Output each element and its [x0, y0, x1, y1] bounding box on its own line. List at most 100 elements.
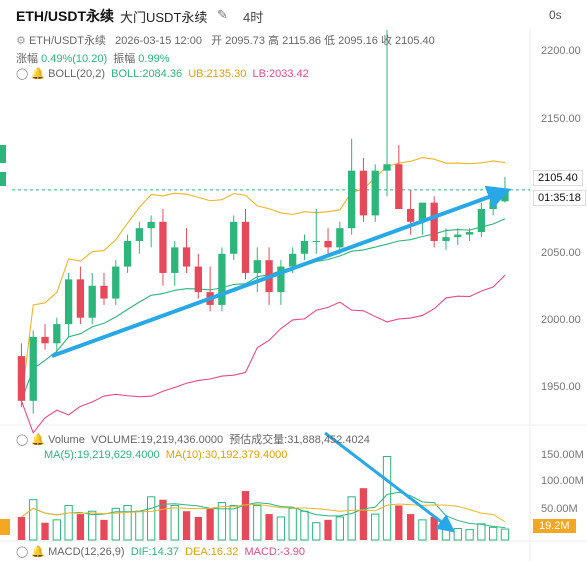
boll-value: BOLL:2084.36 — [111, 68, 183, 80]
candle-body — [395, 164, 403, 210]
candle-body — [324, 240, 332, 248]
volume-bar — [288, 507, 297, 541]
bell-icon[interactable]: 🔔 — [31, 434, 46, 446]
volume-bar — [335, 516, 345, 541]
volume-decline-arrow — [324, 431, 456, 533]
lb-value: LB:2033.42 — [252, 68, 309, 80]
candle-body — [300, 240, 309, 254]
volume-bar — [229, 504, 238, 541]
candle-body — [347, 170, 356, 229]
volume-bar — [395, 505, 403, 540]
price-tick: 2200.00 — [541, 45, 581, 57]
volume-bar — [182, 511, 191, 540]
dea-value: DEA:16.32 — [185, 546, 239, 558]
candle-body — [53, 324, 61, 344]
volume-bar — [123, 504, 132, 541]
eye-icon[interactable]: ◯ — [16, 546, 29, 558]
estimated-volume: 预估成交量:31,888,452.4024 — [229, 434, 370, 446]
boll-mid-line — [20, 218, 506, 402]
volume-bar — [406, 514, 415, 540]
candle-body — [430, 202, 438, 241]
candle-body — [418, 202, 427, 222]
interval-selector[interactable]: 4时 — [243, 10, 264, 25]
volume-bar — [371, 513, 380, 541]
current-volume-tag: 19.2M — [533, 519, 576, 533]
price-tick: 2000.00 — [541, 314, 581, 326]
volume-bar — [477, 523, 486, 541]
ohlc-values: 开 2095.73 高 2115.86 低 2095.16 收 2105.40 — [211, 35, 435, 47]
volume-bar — [418, 519, 427, 541]
volume-bar — [253, 504, 262, 541]
candle-body — [29, 336, 37, 401]
candle-body — [336, 228, 344, 248]
change-label: 涨幅 — [16, 53, 38, 65]
detail-symbol: ETH/USDT永续 — [28, 35, 106, 47]
edit-icon[interactable]: ✎ — [217, 7, 228, 22]
volume-bar — [347, 496, 356, 541]
candle-body — [253, 260, 261, 273]
candle-body — [194, 266, 202, 293]
volume-ma-line: MA(5):19,219,629.4000 MA(10):30,192,379.… — [44, 449, 287, 461]
candle-body — [406, 209, 415, 222]
exchange-label: 大门USDT永续 — [120, 10, 208, 25]
eye-icon[interactable]: ◯ — [16, 68, 29, 80]
bell-icon[interactable]: 🔔 — [31, 68, 46, 80]
candle-body — [454, 234, 462, 238]
volume-bar — [453, 527, 462, 541]
current-price-tag: 2105.40 — [533, 170, 583, 186]
volume-bar — [135, 510, 144, 541]
volume-bar — [465, 529, 474, 541]
candle-body — [442, 237, 450, 241]
candle-body — [465, 232, 474, 235]
volume-bar — [159, 499, 167, 540]
volume-bar — [111, 507, 120, 541]
candle-body — [489, 201, 497, 210]
candle-body — [277, 266, 285, 293]
candle-body — [230, 221, 238, 254]
macd-label[interactable]: MACD(12,26,9) — [48, 546, 125, 558]
volume-tick: 50.00M — [541, 503, 578, 515]
edge-marker — [0, 172, 6, 186]
price-tick: 2150.00 — [541, 113, 581, 125]
boll-upper-line — [20, 157, 506, 401]
candle-body — [112, 266, 120, 299]
volume-bar — [29, 499, 38, 541]
eye-icon[interactable]: ◯ — [16, 434, 29, 446]
price-tick: 1950.00 — [541, 381, 581, 393]
amplitude-label: 振幅 — [113, 53, 136, 65]
dif-value: DIF:14.37 — [130, 546, 179, 558]
candle-body — [76, 279, 85, 318]
uptrend-arrow — [51, 185, 512, 358]
candle-body — [241, 221, 250, 273]
volume-bar — [276, 516, 286, 541]
edge-marker — [0, 519, 10, 535]
price-tick: 2050.00 — [541, 247, 581, 259]
volume-bar — [206, 508, 214, 540]
volume-line: ◯ 🔔 Volume VOLUME:19,219,436.0000 预估成交量:… — [16, 431, 370, 447]
volume-bar — [147, 496, 156, 541]
bell-icon[interactable]: 🔔 — [31, 546, 46, 558]
candle-body — [359, 170, 368, 216]
volume-bar — [489, 526, 498, 541]
volume-bar — [64, 504, 73, 541]
volume-bar — [217, 502, 227, 541]
symbol-title[interactable]: ETH/USDT永续 — [16, 8, 114, 24]
volume-value: VOLUME:19,219,436.0000 — [90, 434, 224, 446]
candle-body — [501, 189, 509, 202]
countdown-tag: 01:35:18 — [533, 190, 586, 206]
candle-body — [147, 221, 155, 229]
boll-lower-line — [20, 274, 506, 434]
chart-header — [0, 0, 587, 28]
candle-body — [477, 209, 486, 233]
candle-body — [371, 170, 379, 216]
volume-bar — [17, 516, 26, 540]
settings-icon[interactable]: ⚙ — [16, 35, 26, 47]
candle-body — [383, 164, 391, 171]
boll-label[interactable]: BOLL(20,2) — [48, 68, 106, 80]
volume-label[interactable]: Volume — [48, 434, 85, 446]
boll-line: ◯ 🔔 BOLL(20,2) BOLL:2084.36 UB:2135.30 L… — [16, 67, 309, 80]
macd-value: MACD:-3.90 — [244, 546, 305, 558]
candle-body — [182, 247, 191, 267]
volume-ma5-line — [21, 491, 506, 529]
